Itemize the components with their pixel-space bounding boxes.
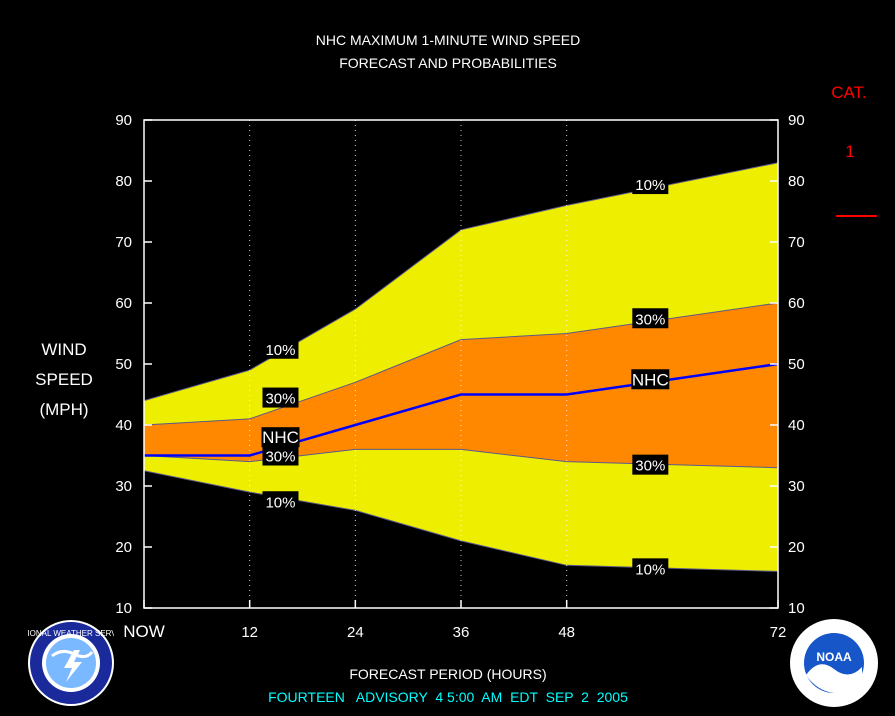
y-tick-label-right-80: 80 bbox=[788, 173, 805, 190]
series-label-2: NHC bbox=[262, 428, 299, 447]
category-title: CAT. bbox=[831, 83, 867, 102]
series-label-4: 10% bbox=[265, 494, 295, 511]
label-box-6 bbox=[632, 308, 669, 329]
series-label-9: 10% bbox=[635, 561, 665, 578]
series-edge-4 bbox=[143, 470, 779, 572]
y-axis-label-line3: (MPH) bbox=[39, 400, 88, 419]
label-box-5 bbox=[632, 174, 669, 195]
svg-text:NATIONAL WEATHER SERVICE: NATIONAL WEATHER SERVICE bbox=[28, 629, 114, 638]
y-tick-label-left-60: 60 bbox=[115, 295, 132, 312]
y-tick-label-left-80: 80 bbox=[115, 173, 132, 190]
y-tick-label-right-30: 30 bbox=[788, 478, 805, 495]
series-edge-0 bbox=[143, 162, 779, 402]
y-tick-label-left-70: 70 bbox=[115, 234, 132, 251]
y-tick-label-left-10: 10 bbox=[115, 600, 132, 617]
y-tick-label-right-20: 20 bbox=[788, 539, 805, 556]
nws-logo-icon: NATIONAL WEATHER SERVICE bbox=[28, 620, 114, 706]
x-tick-label-72: 72 bbox=[770, 624, 787, 641]
chart-title-line1: NHC MAXIMUM 1-MINUTE WIND SPEED bbox=[316, 32, 580, 48]
y-tick-label-left-40: 40 bbox=[115, 417, 132, 434]
series-label-6: 30% bbox=[635, 311, 665, 328]
advisory-text: FOURTEEN ADVISORY 4 5:00 AM EDT SEP 2 20… bbox=[268, 689, 628, 705]
x-axis-label: FORECAST PERIOD (HOURS) bbox=[349, 666, 546, 682]
label-box-0 bbox=[262, 338, 299, 359]
x-tick-label-12: 12 bbox=[241, 624, 258, 641]
plot-area: 10 10 20 20 30 30 40 40 50 50 60 60 70 70 80 80 90 90 NOW 1… bbox=[115, 112, 804, 641]
series-edge-3 bbox=[143, 448, 779, 469]
y-tick-label-left-90: 90 bbox=[115, 112, 132, 129]
y-tick-label-right-10: 10 bbox=[788, 600, 805, 617]
series-label-0: 10% bbox=[265, 342, 295, 359]
y-axis-label-line2: SPEED bbox=[35, 370, 93, 389]
svg-text:NOAA: NOAA bbox=[816, 650, 852, 664]
y-tick-label-left-30: 30 bbox=[115, 478, 132, 495]
y-tick-label-left-50: 50 bbox=[115, 356, 132, 373]
series-label-3: 30% bbox=[265, 449, 295, 466]
y-tick-label-right-60: 60 bbox=[788, 295, 805, 312]
y-axis-label-line1: WIND bbox=[41, 340, 86, 359]
series-edge-1 bbox=[143, 302, 779, 426]
noaa-logo-icon: NOAA bbox=[790, 619, 878, 707]
label-box-4 bbox=[262, 491, 299, 512]
label-box-8 bbox=[632, 454, 669, 475]
y-tick-label-right-90: 90 bbox=[788, 112, 805, 129]
label-box-7 bbox=[631, 369, 670, 390]
x-tick-label-36: 36 bbox=[453, 624, 470, 641]
label-box-9 bbox=[632, 558, 669, 579]
series-label-1: 30% bbox=[265, 391, 295, 408]
label-box-3 bbox=[262, 445, 299, 466]
y-tick-label-right-70: 70 bbox=[788, 234, 805, 251]
series-label-8: 30% bbox=[635, 458, 665, 475]
y-tick-label-right-40: 40 bbox=[788, 417, 805, 434]
category-item-1: 1 bbox=[845, 142, 854, 161]
x-tick-label-48: 48 bbox=[558, 624, 575, 641]
label-box-1 bbox=[262, 387, 299, 408]
nhc-forecast-line bbox=[144, 362, 779, 457]
label-box-2 bbox=[261, 427, 300, 448]
chart-title-line2: FORECAST AND PROBABILITIES bbox=[339, 55, 557, 71]
y-tick-label-left-20: 20 bbox=[115, 539, 132, 556]
x-tick-label-NOW: NOW bbox=[123, 622, 165, 641]
y-tick-label-right-50: 50 bbox=[788, 356, 805, 373]
series-label-7: NHC bbox=[632, 370, 669, 389]
series-label-5: 10% bbox=[635, 177, 665, 194]
x-tick-label-24: 24 bbox=[347, 624, 364, 641]
